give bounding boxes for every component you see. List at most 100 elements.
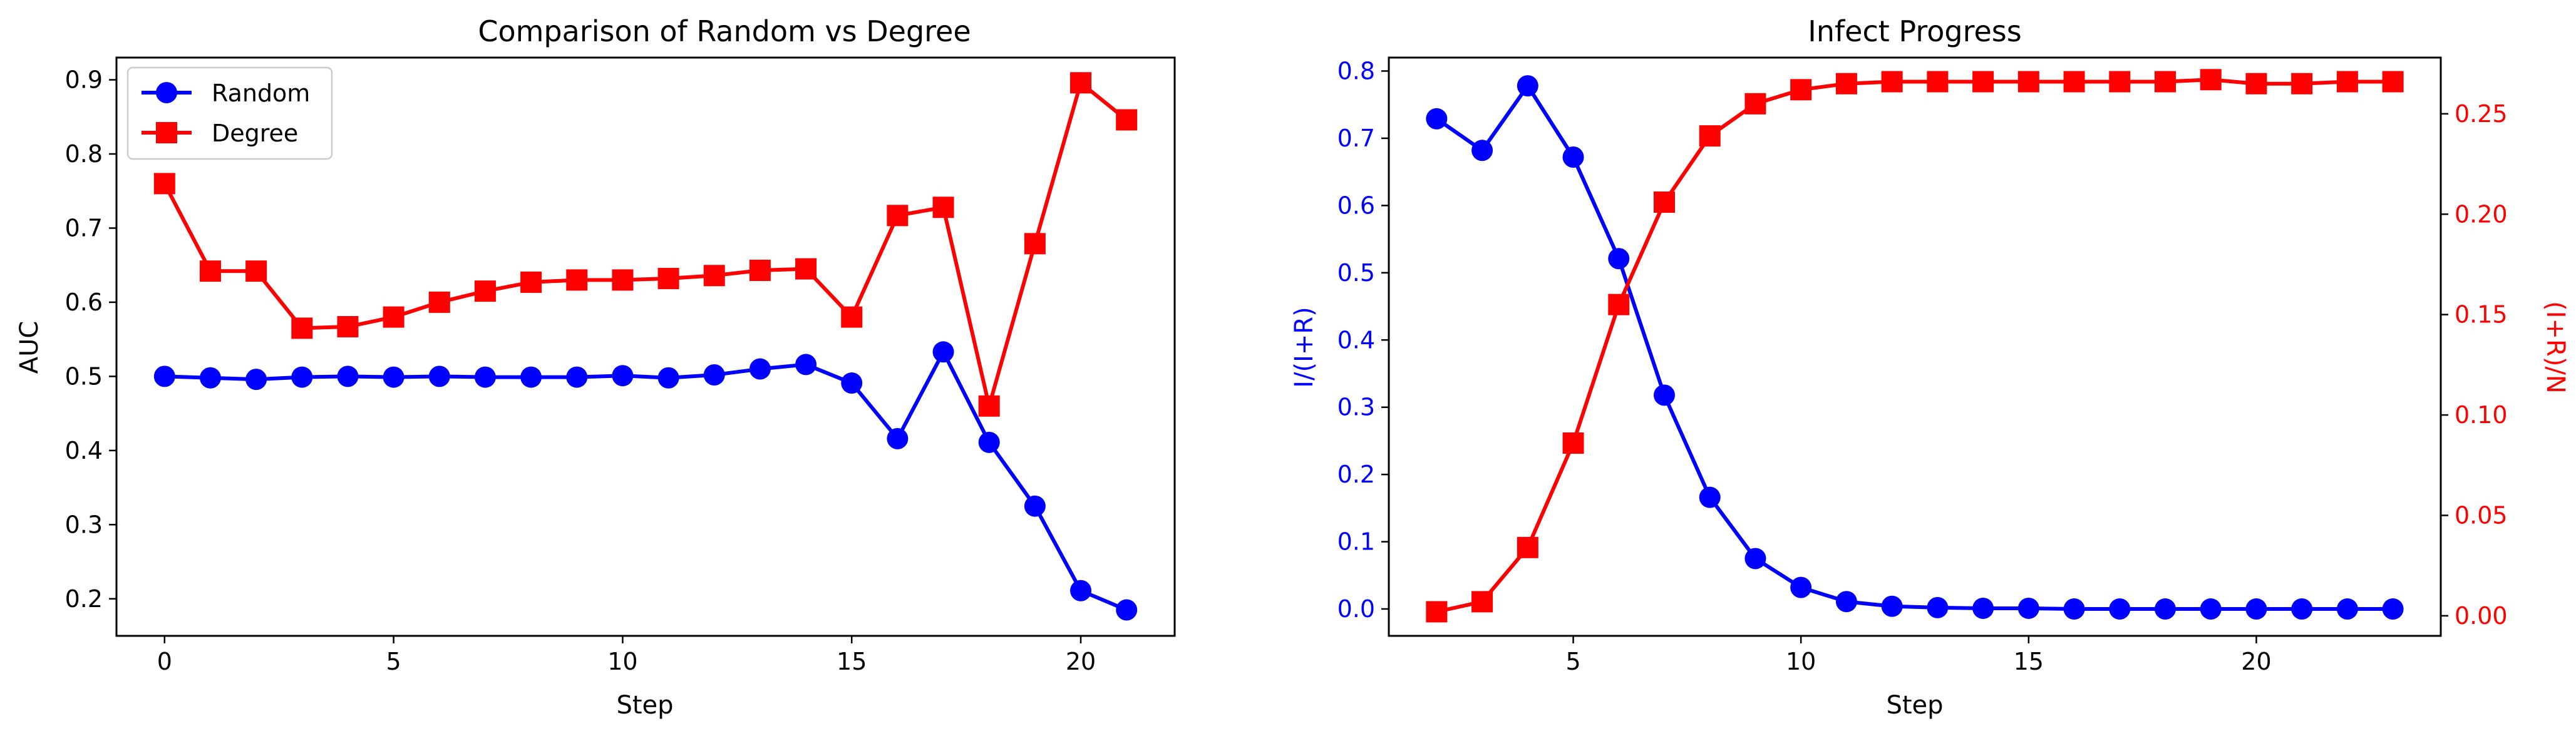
infect-progress-chart: Infect Progress Step I/(I+R) (I+R)/N 5 10… xyxy=(1290,14,2570,720)
data-point-random xyxy=(337,365,359,387)
y-tick-label: 0.5 xyxy=(65,362,103,390)
data-point-infected-ratio xyxy=(1881,595,1903,617)
data-point-infected-recovered-ratio xyxy=(2109,71,2131,93)
series-line-infected-recovered-ratio xyxy=(1436,78,2393,614)
data-point-infected-recovered-ratio xyxy=(1426,601,1448,623)
data-point-infected-ratio xyxy=(1699,486,1721,508)
data-point-random xyxy=(841,372,863,394)
data-point-infected-ratio xyxy=(2155,598,2176,620)
data-point-infected-ratio xyxy=(1426,108,1448,130)
x-tick-label: 10 xyxy=(607,648,637,675)
data-point-infected-ratio xyxy=(1972,597,1994,619)
legend-random-label: Random xyxy=(212,79,310,107)
right-right-y-axis-label: (I+R)/N xyxy=(2541,301,2570,394)
data-point-infected-recovered-ratio xyxy=(1562,432,1584,454)
data-point-random xyxy=(245,369,267,391)
data-point-infected-recovered-ratio xyxy=(1835,73,1857,95)
data-point-random xyxy=(978,431,1000,453)
left-y-tick-label: 0.0 xyxy=(1337,595,1375,623)
data-point-infected-ratio xyxy=(1835,591,1857,613)
legend-degree-label: Degree xyxy=(212,120,298,147)
data-point-infected-ratio xyxy=(1790,576,1812,598)
data-point-infected-recovered-ratio xyxy=(1972,71,1994,93)
y-tick-label: 0.3 xyxy=(65,511,103,538)
data-point-infected-recovered-ratio xyxy=(1881,71,1903,93)
data-point-infected-recovered-ratio xyxy=(1699,125,1721,147)
data-point-infected-ratio xyxy=(1517,75,1538,97)
data-point-infected-ratio xyxy=(2063,598,2085,620)
right-chart-title: Infect Progress xyxy=(1808,14,2021,48)
data-point-random xyxy=(1024,495,1046,517)
y-tick-label: 0.9 xyxy=(65,66,103,94)
left-chart-title: Comparison of Random vs Degree xyxy=(478,14,971,48)
data-point-degree xyxy=(978,395,1000,417)
data-point-degree xyxy=(245,260,267,282)
x-tick-label: 5 xyxy=(1565,648,1580,675)
legend-box xyxy=(126,66,333,160)
legend-random-marker xyxy=(156,82,177,103)
data-point-infected-ratio xyxy=(1927,596,1949,618)
legend-degree-marker xyxy=(156,122,177,143)
y-tick-label: 0.8 xyxy=(65,140,103,168)
data-point-infected-recovered-ratio xyxy=(1744,93,1766,115)
data-point-infected-recovered-ratio xyxy=(2200,69,2222,91)
data-point-degree xyxy=(795,258,817,280)
left-y-tick-label: 0.4 xyxy=(1337,326,1375,354)
auc-comparison-chart: Comparison of Random vs Degree Step AUC … xyxy=(15,14,1176,720)
data-point-infected-ratio xyxy=(2109,598,2131,620)
data-point-degree xyxy=(887,205,909,227)
left-y-tick-label: 0.3 xyxy=(1337,394,1375,421)
left-y-tick-label: 0.8 xyxy=(1337,57,1375,84)
data-point-infected-recovered-ratio xyxy=(1517,536,1538,558)
x-tick-label: 10 xyxy=(1786,648,1816,675)
data-point-degree xyxy=(474,280,496,302)
x-tick-label: 15 xyxy=(837,648,867,675)
data-point-degree xyxy=(520,271,542,293)
right-y-tick-label: 0.10 xyxy=(2455,401,2508,429)
data-point-degree xyxy=(199,260,221,282)
right-y-tick-label: 0.15 xyxy=(2455,301,2508,329)
left-series-layer xyxy=(153,72,1138,621)
data-point-infected-ratio xyxy=(2017,597,2039,619)
data-point-infected-ratio xyxy=(2245,598,2267,620)
left-y-tick-label: 0.2 xyxy=(1337,461,1375,488)
left-plot-frame xyxy=(115,56,1176,637)
right-y-tick-label: 0.05 xyxy=(2455,502,2508,529)
data-point-infected-ratio xyxy=(2382,598,2404,620)
data-point-infected-recovered-ratio xyxy=(2245,73,2267,95)
data-point-infected-recovered-ratio xyxy=(2291,73,2313,95)
right-x-axis-label: Step xyxy=(1886,691,1943,720)
data-point-degree xyxy=(841,306,863,328)
right-series-layer xyxy=(1426,69,2404,623)
x-tick-label: 20 xyxy=(1066,648,1096,675)
right-y-tick-label: 0.20 xyxy=(2455,200,2508,228)
left-x-axis-label: Step xyxy=(616,691,673,720)
data-point-infected-ratio xyxy=(1562,146,1584,168)
right-y-tick-label: 0.00 xyxy=(2455,602,2508,630)
data-point-random xyxy=(703,364,725,386)
data-point-infected-recovered-ratio xyxy=(2155,71,2176,93)
data-point-random xyxy=(566,366,588,388)
data-point-degree xyxy=(932,197,954,218)
x-tick-label: 20 xyxy=(2241,648,2271,675)
y-tick-label: 0.7 xyxy=(65,214,103,242)
data-point-infected-ratio xyxy=(1608,248,1630,270)
data-point-degree xyxy=(1070,72,1092,94)
left-legend: Random Degree xyxy=(126,66,333,160)
y-tick-label: 0.4 xyxy=(65,437,103,464)
data-point-infected-ratio xyxy=(2200,598,2222,620)
data-point-infected-ratio xyxy=(1744,548,1766,570)
data-point-random xyxy=(153,365,175,387)
data-point-random xyxy=(749,358,771,380)
right-y-tick-label: 0.25 xyxy=(2455,100,2508,128)
series-line-degree xyxy=(163,81,1128,408)
data-point-random xyxy=(1116,599,1138,621)
data-point-infected-recovered-ratio xyxy=(2017,71,2039,93)
data-point-infected-ratio xyxy=(1471,140,1493,161)
data-point-random xyxy=(428,365,450,387)
data-point-degree xyxy=(153,173,175,195)
data-point-random xyxy=(932,341,954,363)
right-left-y-axis-label: I/(I+R) xyxy=(1290,307,1319,388)
data-point-random xyxy=(291,366,313,388)
data-point-infected-ratio xyxy=(2291,598,2313,620)
